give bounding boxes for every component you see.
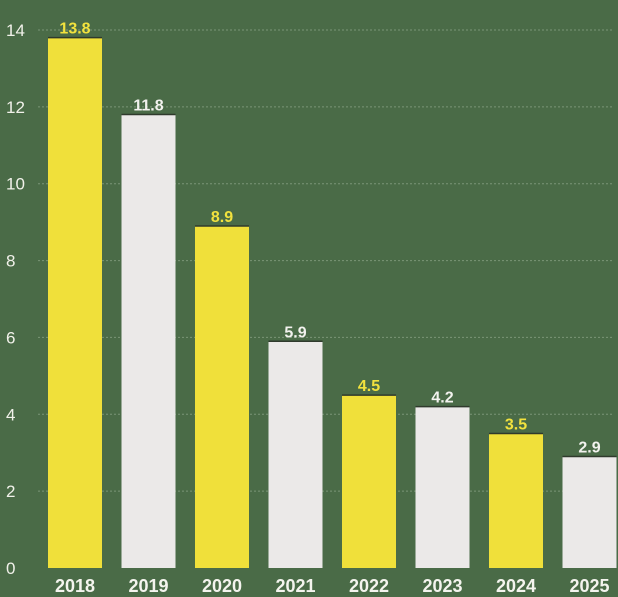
y-tick-label: 8 [6, 252, 15, 271]
bar-2021 [268, 341, 323, 568]
data-label: 4.5 [358, 378, 380, 395]
y-tick-label: 4 [6, 405, 15, 424]
x-tick-label: 2021 [275, 576, 315, 596]
x-tick-label: 2018 [55, 576, 95, 596]
x-tick-label: 2023 [422, 576, 462, 596]
y-tick-label: 0 [6, 559, 15, 578]
data-label: 3.5 [505, 417, 527, 434]
bars [48, 36, 617, 569]
y-tick-label: 10 [6, 175, 25, 194]
bar-2025 [562, 456, 617, 568]
y-tick-label: 14 [6, 21, 25, 40]
bar-2019 [121, 114, 176, 569]
data-label: 11.8 [133, 98, 163, 115]
x-axis-ticks: 2018 2019 2020 2021 2022 2023 2024 2025 [55, 576, 610, 596]
bar-2023 [415, 406, 470, 568]
data-label: 2.9 [578, 440, 600, 457]
y-axis-ticks: 0 2 4 6 8 10 12 14 [6, 21, 25, 578]
data-label: 8.9 [211, 209, 233, 226]
bar-2022 [342, 395, 396, 568]
bar-2024 [489, 433, 543, 568]
data-label: 13.8 [59, 21, 90, 38]
x-tick-label: 2025 [569, 576, 609, 596]
x-tick-label: 2019 [128, 576, 168, 596]
x-tick-label: 2022 [349, 576, 389, 596]
data-label: 5.9 [284, 324, 306, 341]
y-tick-label: 2 [6, 482, 15, 501]
data-labels: 13.8 11.8 8.9 5.9 4.5 4.2 3.5 2.9 [59, 21, 600, 457]
bar-2020 [195, 225, 249, 568]
x-tick-label: 2020 [202, 576, 242, 596]
x-tick-label: 2024 [496, 576, 536, 596]
y-tick-label: 12 [6, 98, 25, 117]
y-tick-label: 6 [6, 328, 15, 347]
bar-2018 [48, 37, 102, 568]
data-label: 4.2 [431, 390, 453, 407]
